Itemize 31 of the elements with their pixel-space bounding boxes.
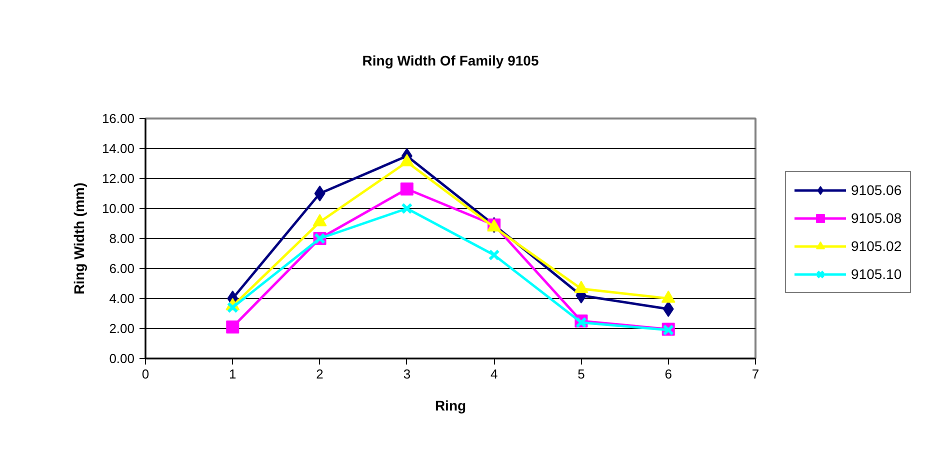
x-tick-label: 2: [316, 366, 324, 382]
y-tick-label: 16.00: [102, 111, 135, 126]
y-tick-label: 2.00: [109, 321, 135, 336]
point: [226, 302, 238, 314]
legend-label: 9105.08: [851, 210, 902, 226]
x-tick-label: 6: [664, 366, 672, 382]
x-tick-label: 5: [578, 366, 585, 382]
y-tick-label: 14.00: [102, 141, 135, 156]
legend-label: 9105.10: [851, 266, 902, 282]
chart-title: Ring Width Of Family 9105: [362, 52, 539, 68]
point: [400, 182, 414, 196]
x-tick-label: 0: [142, 366, 150, 382]
point: [401, 202, 413, 214]
point: [226, 320, 240, 334]
y-tick-label: 4.00: [109, 291, 135, 306]
point: [662, 301, 674, 317]
y-axis-title: Ring Width (mm): [70, 182, 87, 294]
point: [314, 186, 326, 202]
x-tick-label: 4: [490, 366, 498, 382]
legend-label: 9105.06: [851, 182, 902, 198]
x-axis-title: Ring: [434, 398, 466, 414]
y-tick-label: 8.00: [109, 231, 135, 246]
y-tick-label: 0.00: [109, 351, 135, 366]
y-tick-label: 6.00: [109, 261, 135, 276]
x-tick-label: 3: [403, 366, 411, 382]
y-tick-label: 10.00: [102, 201, 135, 216]
legend-label: 9105.02: [851, 238, 902, 254]
x-tick-label: 1: [229, 366, 236, 382]
y-tick-label: 12.00: [102, 171, 135, 186]
x-tick-label: 7: [752, 366, 760, 382]
point: [488, 249, 500, 261]
